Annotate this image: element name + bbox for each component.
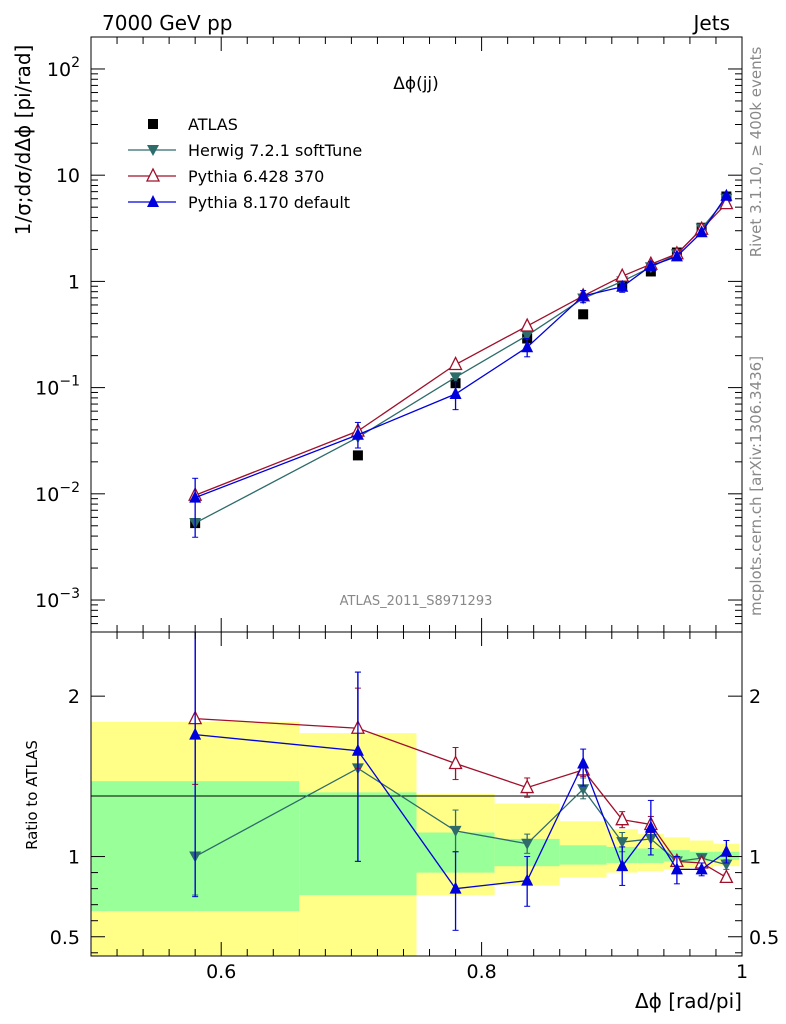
marker-pythia8 bbox=[351, 427, 364, 440]
ratio-ytick-label-right: 2 bbox=[749, 686, 761, 708]
ratio-line-pythia8 bbox=[195, 734, 727, 890]
ratio-marker-pythia6 bbox=[615, 811, 630, 826]
ratio-marker-pythia6 bbox=[719, 868, 734, 884]
ratio-marker-herwig bbox=[616, 837, 629, 849]
ratio-marker-pythia6 bbox=[520, 779, 535, 794]
plot-title: Δϕ(jj) bbox=[393, 74, 439, 94]
ratio-ylabel: Ratio to ATLAS bbox=[23, 740, 41, 850]
band-inner bbox=[637, 848, 664, 863]
ratio-line-pythia6 bbox=[195, 717, 727, 878]
ratio-marker-pythia8 bbox=[670, 862, 683, 875]
main-panel: 10−3 10−2 10−1 1 10 102 1/σ;dσ/dΔϕ [pi/rad] Δ… bbox=[11, 36, 743, 633]
main-ytick-label: 10−1 bbox=[35, 374, 80, 400]
ratio-marker-pythia8 bbox=[521, 873, 534, 886]
ratio-marker-pythia8 bbox=[449, 881, 462, 894]
ratio-ytick-label-right: 1 bbox=[749, 847, 761, 869]
x-axis-label: Δϕ [rad/pi] bbox=[635, 989, 742, 1013]
marker-pythia8 bbox=[521, 340, 534, 353]
header-category-label: Jets bbox=[692, 11, 730, 35]
marker-pythia8 bbox=[577, 288, 590, 301]
line-pythia6 bbox=[194, 203, 727, 496]
legend-label-atlas: ATLAS bbox=[188, 115, 238, 134]
ratio-marker-pythia6 bbox=[448, 755, 463, 770]
main-ytick-label: 102 bbox=[47, 55, 80, 81]
legend-marker-pythia8 bbox=[147, 195, 159, 207]
ratio-marker-pythia8 bbox=[695, 862, 708, 875]
ratio-marker-pythia8 bbox=[189, 727, 202, 740]
main-ytick-labels: 10−3 10−2 10−1 1 10 102 bbox=[35, 55, 80, 612]
legend-item-herwig: Herwig 7.2.1 softTune bbox=[128, 141, 362, 160]
marker-pythia8 bbox=[644, 258, 657, 271]
marker-pythia8 bbox=[695, 225, 708, 238]
ratio-marker-pythia8 bbox=[577, 756, 590, 769]
ratio-ytick-labels: 0.5 0.5 1 1 2 2 bbox=[50, 686, 779, 949]
xtick-label: 0.8 bbox=[466, 961, 496, 983]
series-atlas bbox=[190, 191, 732, 529]
marker-pythia6 bbox=[719, 195, 734, 210]
ratio-marker-pythia8 bbox=[720, 844, 733, 857]
legend-marker-herwig bbox=[147, 145, 159, 156]
legend-marker-pythia6 bbox=[145, 167, 161, 182]
main-ytick-label: 1 bbox=[68, 271, 80, 293]
analysis-watermark: ATLAS_2011_S8971293 bbox=[340, 594, 493, 609]
ratio-frame bbox=[90, 631, 743, 957]
ratio-marker-pythia8 bbox=[616, 859, 629, 872]
ratio-marker-herwig bbox=[449, 825, 462, 837]
ratio-marker-pythia8 bbox=[644, 820, 657, 833]
ratio-ytick-label-left: 2 bbox=[68, 686, 80, 708]
legend-label-pythia8: Pythia 8.170 default bbox=[188, 193, 350, 212]
legend-label-pythia6: Pythia 6.428 370 bbox=[188, 167, 324, 186]
main-series bbox=[188, 188, 734, 538]
line-pythia8 bbox=[194, 195, 727, 499]
main-ylabel: 1/σ;dσ/dΔϕ [pi/rad] bbox=[11, 45, 35, 236]
main-ytick-label: 10−2 bbox=[35, 480, 80, 506]
ratio-marker-herwig bbox=[577, 784, 590, 796]
line-herwig bbox=[194, 198, 727, 524]
legend-item-pythia8: Pythia 8.170 default bbox=[128, 193, 350, 212]
marker-herwig bbox=[449, 372, 462, 384]
marker-pythia8 bbox=[189, 490, 202, 503]
marker-pythia8 bbox=[449, 387, 462, 400]
marker-pythia6 bbox=[520, 317, 535, 332]
rivet-version-label: Rivet 3.1.10, ≥ 400k events bbox=[747, 47, 765, 258]
legend: ATLAS Herwig 7.2.1 softTune Pythia 6.428 3… bbox=[128, 115, 362, 212]
marker-herwig bbox=[521, 330, 534, 342]
marker-atlas bbox=[578, 309, 589, 320]
ratio-series bbox=[188, 632, 734, 931]
marker-pythia8 bbox=[720, 188, 733, 201]
xtick-label: 1 bbox=[736, 961, 748, 983]
marker-pythia6 bbox=[615, 267, 630, 282]
legend-item-atlas: ATLAS bbox=[148, 115, 238, 134]
header-energy-label: 7000 GeV pp bbox=[102, 11, 233, 35]
mcplots-label: mcplots.cern.ch [arXiv:1306.3436] bbox=[747, 356, 765, 616]
ratio-ytick-label-left: 0.5 bbox=[50, 927, 80, 949]
legend-marker-atlas bbox=[148, 119, 158, 129]
marker-pythia8 bbox=[670, 249, 683, 262]
marker-atlas bbox=[352, 450, 363, 461]
band-inner bbox=[559, 845, 607, 865]
series-pythia8 bbox=[189, 188, 733, 538]
ratio-marker-pythia8 bbox=[351, 743, 364, 756]
series-pythia6 bbox=[188, 195, 734, 501]
ratio-ticks bbox=[90, 632, 743, 956]
main-ticks bbox=[90, 36, 743, 633]
xtick-label: 0.6 bbox=[206, 961, 236, 983]
ratio-marker-herwig bbox=[521, 838, 534, 850]
ratio-ytick-label-right: 0.5 bbox=[749, 927, 779, 949]
main-ytick-label: 10−3 bbox=[35, 586, 80, 612]
marker-pythia6 bbox=[448, 356, 463, 371]
ratio-marker-herwig bbox=[720, 859, 733, 871]
ratio-series-pythia8 bbox=[189, 632, 733, 931]
main-ytick-label: 10 bbox=[56, 165, 80, 187]
xtick-labels: 0.6 0.8 1 bbox=[206, 961, 748, 983]
marker-pythia8 bbox=[616, 279, 629, 292]
ratio-panel: 0.5 0.51 12 2 0.6 0.8 1 Ratio to ATLAS Δϕ [ra… bbox=[23, 631, 779, 1013]
ratio-ytick-label-left: 1 bbox=[68, 847, 80, 869]
legend-item-pythia6: Pythia 6.428 370 bbox=[128, 167, 324, 186]
legend-label-herwig: Herwig 7.2.1 softTune bbox=[188, 141, 362, 160]
